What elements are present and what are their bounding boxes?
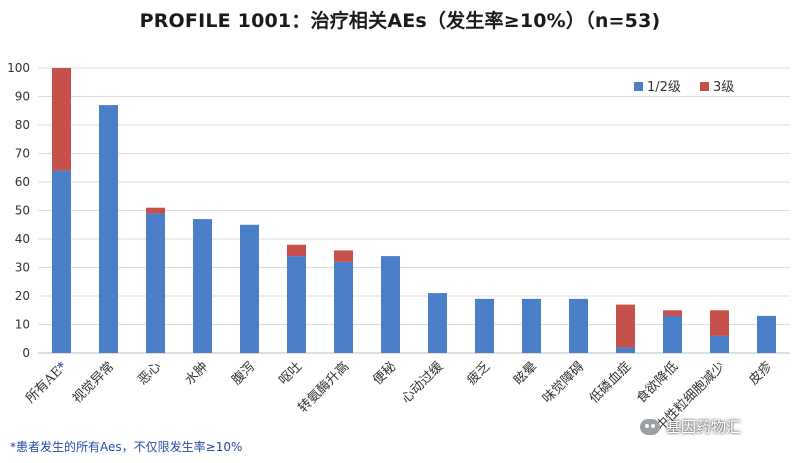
legend-label: 3级	[713, 80, 734, 95]
x-tick-label: 皮疹	[746, 359, 776, 389]
x-tick-label: 恶心	[135, 359, 164, 388]
footnote: *患者发生的所有Aes，不仅限发生率≥10%	[10, 440, 243, 454]
y-axis-ticks: 0 10 20 30 40 50 60 70 80 90 100	[7, 61, 30, 360]
bar-grade12	[52, 170, 71, 353]
legend-label: 1/2级	[647, 80, 681, 95]
bar-grade12	[663, 315, 682, 353]
y-tick-label: 50	[15, 204, 30, 218]
y-tick-label: 60	[15, 175, 30, 189]
bar-grade12	[428, 293, 447, 353]
x-tick-label: 眩晕	[511, 359, 541, 389]
y-tick-label: 80	[15, 118, 30, 132]
y-tick-label: 30	[15, 261, 30, 275]
x-tick-label: 转氨酶升高	[295, 359, 352, 416]
bar-grade12	[334, 261, 353, 353]
x-tick-label: 呕吐	[276, 359, 305, 388]
watermark-text: 基因药物汇	[666, 418, 742, 436]
bar-grade3	[616, 304, 635, 348]
x-tick-label: 腹泻	[229, 359, 259, 389]
y-tick-label: 20	[15, 289, 30, 303]
legend: 1/2级 3级	[634, 80, 734, 95]
bar-grade3	[710, 310, 729, 336]
x-tick-label: 心动过缓	[399, 359, 446, 406]
y-tick-label: 10	[15, 318, 30, 332]
x-tick-label: 视觉异常	[70, 359, 117, 406]
bars	[52, 68, 776, 354]
x-tick-label: 低磷血症	[587, 359, 634, 406]
wechat-icon	[640, 418, 660, 435]
bar-grade12	[287, 256, 306, 353]
bar-grade3	[287, 244, 306, 257]
x-tick-label: 食欲降低	[633, 359, 681, 407]
x-tick-label: 所有AE*	[23, 359, 70, 406]
bar-grade12	[757, 315, 776, 353]
y-tick-label: 0	[22, 346, 30, 360]
bar-grade3	[663, 310, 682, 316]
bar-grade12	[240, 224, 259, 354]
y-tick-label: 90	[15, 90, 30, 104]
x-tick-label: 便秘	[370, 359, 399, 388]
y-tick-label: 70	[15, 147, 30, 161]
legend-swatch	[700, 82, 709, 91]
gridlines	[38, 67, 790, 354]
x-tick-label: 水肿	[182, 359, 211, 388]
bar-grade3	[146, 207, 165, 214]
bar-grade12	[99, 105, 118, 353]
bar-grade12	[710, 335, 729, 353]
bar-grade12	[475, 298, 494, 353]
bar-grade3	[52, 68, 71, 171]
legend-swatch	[634, 82, 643, 91]
bar-grade3	[334, 250, 353, 262]
bar-grade12	[616, 347, 635, 353]
bar-grade12	[193, 219, 212, 353]
bar-grade12	[569, 298, 588, 353]
bar-grade12	[381, 256, 400, 353]
x-tick-label: 味觉障碍	[540, 359, 587, 406]
bar-grade12	[146, 213, 165, 353]
watermark: 基因药物汇	[640, 416, 741, 437]
x-tick-label: 疲乏	[464, 359, 494, 389]
chart-title: PROFILE 1001：治疗相关AEs（发生率≥10%）（n=53)	[139, 10, 661, 32]
bar-grade12	[522, 298, 541, 353]
y-tick-label: 100	[7, 61, 30, 75]
y-tick-label: 40	[15, 232, 30, 246]
